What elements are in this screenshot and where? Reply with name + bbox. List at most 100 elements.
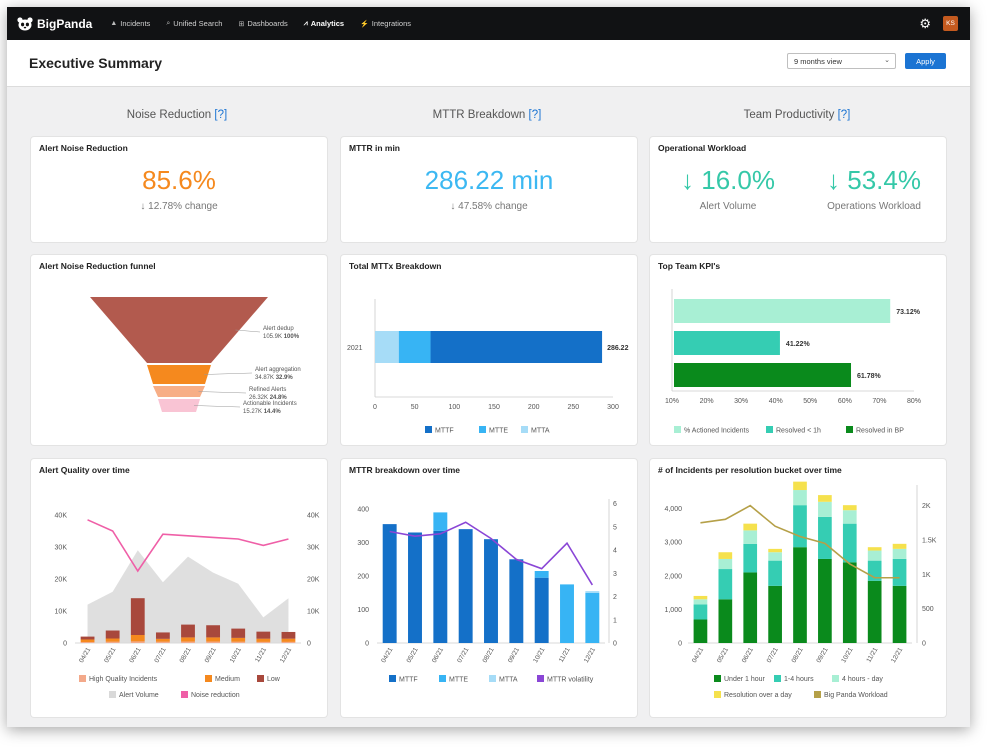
alert-volume-value: ↓ 16.0%	[681, 165, 775, 195]
bar-segment	[105, 638, 120, 642]
kpi-bar-label: 73.12%	[896, 309, 921, 316]
legend-swatch	[389, 675, 396, 682]
legend-swatch	[79, 675, 86, 682]
funnel-stage-pct: 14.4%	[264, 409, 282, 415]
y-tick-label: 2,000	[664, 573, 682, 580]
y-tick-label: 0	[365, 641, 369, 648]
x-tick-label: 08/21	[482, 646, 496, 664]
page-header: Executive Summary 9 months view ⌄ Apply	[7, 40, 970, 87]
card-title: Alert Noise Reduction	[39, 143, 128, 153]
resolution-bucket-chart: 0 1,000 2,000 3,000 4,000 0 500 1K 1.5K 2K 04/21 05…	[664, 481, 937, 699]
nav-item-incidents[interactable]: ▲ Incidents	[110, 19, 150, 28]
y2-tick-label: 40K	[307, 513, 320, 520]
legend-label: 1-4 hours	[784, 676, 814, 683]
bar-segment	[793, 481, 807, 491]
y-tick-label: 200	[357, 574, 369, 581]
y2-tick-label: 500	[922, 606, 934, 613]
bar-segment	[867, 580, 882, 643]
bar-segment	[256, 641, 271, 643]
legend-swatch	[766, 426, 773, 433]
nav-item-integrations[interactable]: ⚡ Integrations	[360, 19, 411, 28]
help-link[interactable]: [?]	[214, 109, 228, 121]
bar-segment	[105, 630, 120, 639]
funnel-leader	[198, 391, 247, 394]
noise-reduction-change: ↓ 12.78% change	[140, 201, 218, 212]
bar-segment	[585, 591, 600, 593]
bar-segment	[818, 558, 832, 643]
bar-segment	[768, 548, 782, 553]
x-tick-label: 0	[373, 404, 377, 411]
brand[interactable]: BigPanda	[17, 17, 92, 31]
bar-segment	[842, 523, 857, 563]
kpi-bar-label: 41.22%	[786, 341, 811, 348]
nav-item-analytics[interactable]: ⩘ Analytics	[304, 19, 344, 28]
x-tick-label: 150	[488, 404, 500, 411]
x-tick-label: 04/21	[691, 646, 705, 664]
bar-segment	[484, 539, 498, 643]
section-noise-reduction: Noise Reduction [?]	[27, 109, 327, 121]
y2-tick-label: 2	[613, 594, 617, 601]
legend-label: MTTR volatility	[547, 677, 594, 684]
card-mttx-breakdown: Total MTTx Breakdown 0 50 100 150 200 250 300 2…	[341, 255, 637, 445]
top-nav: BigPanda ▲ Incidents ⌕ Unified Search ⊞ Das…	[7, 7, 970, 40]
legend-swatch	[479, 426, 486, 433]
help-link[interactable]: [?]	[837, 109, 851, 121]
legend-swatch	[774, 675, 781, 682]
x-tick-label: 10%	[665, 398, 679, 405]
funnel-leader	[235, 329, 261, 333]
bar-segment	[743, 543, 758, 573]
bar-segment	[842, 510, 857, 524]
bar-segment	[155, 638, 170, 642]
x-tick-label: 70%	[872, 398, 886, 405]
x-tick-label: 09/21	[815, 646, 829, 664]
funnel-stage-pct: 100%	[284, 334, 300, 340]
legend-label: Noise reduction	[191, 692, 240, 699]
legend-label: MTTF	[435, 428, 454, 435]
help-link[interactable]: [?]	[528, 109, 542, 121]
legend-label: Low	[267, 676, 281, 683]
mttr-change: ↓ 47.58% change	[450, 201, 528, 212]
nav-label: Analytics	[310, 19, 345, 28]
bar-segment	[718, 558, 733, 570]
noise-reduction-line	[87, 519, 289, 573]
bar-segment	[867, 550, 882, 561]
bar-segment	[693, 619, 708, 643]
card-top-team-kpis: Top Team KPI's 10% 20% 30% 40% 50% 60% 70% 80% 7…	[650, 255, 946, 445]
bar-segment	[892, 585, 907, 643]
bar-segment	[693, 604, 708, 620]
legend-label: Under 1 hour	[724, 676, 766, 683]
x-tick-label: 05/21	[716, 646, 730, 664]
funnel-stage-value: 34.87K 32.9%	[255, 375, 293, 381]
nav-item-dashboards[interactable]: ⊞ Dashboards	[238, 19, 287, 28]
x-tick-label: 40%	[769, 398, 783, 405]
mttr-over-time-chart: 0 100 200 300 400 0 1 2 3 4 5 6 04/21 05/21 06/21 07/21…	[357, 499, 617, 684]
y-tick-label: 100	[357, 607, 369, 614]
card-alert-quality: Alert Quality over time 0 0 10K 10K 20K 20K 30…	[31, 459, 327, 717]
kpi-bar	[674, 363, 852, 387]
x-tick-label: 12/21	[890, 646, 904, 664]
card-title: MTTR in min	[349, 143, 400, 153]
legend-swatch	[205, 675, 212, 682]
bar-segment	[231, 628, 246, 638]
card-title: Top Team KPI's	[658, 261, 721, 271]
nav-item-unified-search[interactable]: ⌕ Unified Search	[166, 19, 222, 28]
x-tick-label: 10/21	[532, 646, 546, 664]
brand-name: BigPanda	[37, 16, 93, 31]
y2-tick-label: 0	[307, 641, 311, 648]
card-title: Total MTTx Breakdown	[349, 261, 442, 271]
legend-label: MTTA	[499, 677, 518, 684]
apply-button[interactable]: Apply	[905, 53, 946, 69]
bar-segment	[534, 571, 549, 578]
gear-icon[interactable]: ⚙	[919, 15, 931, 31]
y2-tick-label: 1	[613, 617, 617, 624]
card-mttr-in-min: MTTR in min 286.22 min ↓ 47.58% change	[341, 137, 637, 242]
legend-label: MTTE	[449, 677, 468, 684]
y2-tick-label: 2K	[922, 503, 931, 510]
y2-tick-label: 1.5K	[922, 537, 937, 544]
x-tick-label: 50%	[803, 398, 817, 405]
x-tick-label: 09/21	[204, 646, 218, 664]
bar-segment	[256, 631, 271, 639]
view-select[interactable]: 9 months view ⌄	[787, 53, 896, 69]
avatar[interactable]: KS	[943, 16, 958, 31]
y2-tick-label: 20K	[307, 577, 320, 584]
